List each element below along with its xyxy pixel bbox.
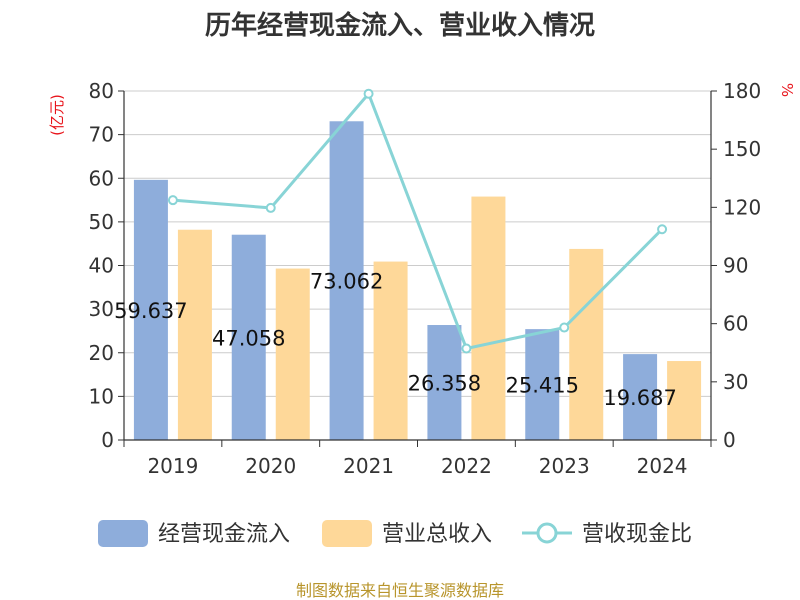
bar-revenue-2020 — [275, 268, 310, 440]
data-source: 制图数据来自恒生聚源数据库 — [296, 581, 504, 600]
bar-revenue-2024 — [667, 361, 702, 440]
line-point-2022 — [461, 343, 472, 354]
bar-cash-inflow-2024 — [623, 354, 658, 440]
bar-cash-inflow-2022 — [427, 325, 462, 440]
data-label-cash-2020: 47.058 — [212, 326, 285, 350]
bar-cash-inflow-2020 — [231, 234, 266, 440]
chart-title: 历年经营现金流入、营业收入情况 — [205, 10, 595, 41]
y-right-unit: % — [778, 83, 796, 97]
bar-revenue-2022 — [471, 196, 506, 440]
y-right-tick-label: 180 — [723, 79, 761, 103]
y-left-tick-label: 30 — [89, 297, 114, 321]
legend-swatch-ratio-marker — [536, 522, 558, 544]
gridlines — [124, 90, 711, 397]
y-right-tick-label: 30 — [723, 370, 748, 394]
y-left-tick-label: 80 — [89, 79, 114, 103]
legend-swatch-revenue — [322, 520, 372, 547]
y-left-tick-label: 20 — [89, 341, 114, 365]
data-labels: 59.637 47.058 73.062 26.358 25.415 19.687 — [114, 270, 677, 410]
bar-cash-inflow-2019 — [133, 179, 168, 440]
ratio-line — [167, 88, 668, 354]
y-left-tick-label: 70 — [89, 123, 114, 147]
line-point-2024 — [657, 224, 668, 235]
y-right-tick-label: 0 — [723, 428, 736, 452]
y-right-tick-label: 60 — [723, 312, 748, 336]
axes: 0 10 20 30 40 50 60 70 80 0 30 60 90 120 150 180 2019 202… — [89, 79, 762, 478]
legend-swatch-cash-inflow — [98, 520, 148, 547]
x-tick-label: 2020 — [245, 454, 296, 478]
data-label-cash-2024: 19.687 — [603, 386, 676, 410]
x-tick-label: 2022 — [441, 454, 492, 478]
x-tick-label: 2021 — [343, 454, 394, 478]
x-tick-label: 2024 — [637, 454, 688, 478]
y-left-unit: (亿元) — [48, 94, 66, 136]
bar-revenue-2021 — [373, 261, 408, 440]
bar-cash-inflow-2023 — [525, 329, 560, 440]
data-label-cash-2023: 25.415 — [506, 374, 579, 398]
line-point-2019 — [167, 195, 178, 206]
x-tick-label: 2019 — [147, 454, 198, 478]
y-left-tick-label: 40 — [89, 254, 114, 278]
y-right-tick-label: 150 — [723, 137, 761, 161]
line-point-2023 — [559, 322, 570, 333]
y-right-tick-label: 90 — [723, 254, 748, 278]
bar-revenue-2023 — [569, 248, 604, 440]
legend-label-ratio: 营收现金比 — [582, 522, 692, 547]
y-left-tick-label: 60 — [89, 166, 114, 190]
line-revenue-cash-ratio — [172, 90, 664, 351]
legend-label-cash-inflow: 经营现金流入 — [158, 522, 290, 547]
y-left-tick-label: 0 — [101, 428, 114, 452]
data-label-cash-2022: 26.358 — [408, 372, 481, 396]
bar-cash-inflow-2021 — [329, 121, 364, 440]
data-label-cash-2019: 59.637 — [114, 299, 187, 323]
legend-label-revenue: 营业总收入 — [382, 522, 492, 547]
x-tick-label: 2023 — [539, 454, 590, 478]
legend: 经营现金流入 营业总收入 营收现金比 — [98, 520, 692, 547]
line-point-2020 — [265, 202, 276, 213]
bars — [133, 121, 702, 440]
y-left-tick-label: 10 — [89, 384, 114, 408]
bar-revenue-2019 — [177, 229, 212, 440]
line-point-2021 — [363, 88, 374, 99]
y-left-tick-label: 50 — [89, 210, 114, 234]
y-right-tick-label: 120 — [723, 195, 761, 219]
data-label-cash-2021: 73.062 — [310, 270, 383, 294]
